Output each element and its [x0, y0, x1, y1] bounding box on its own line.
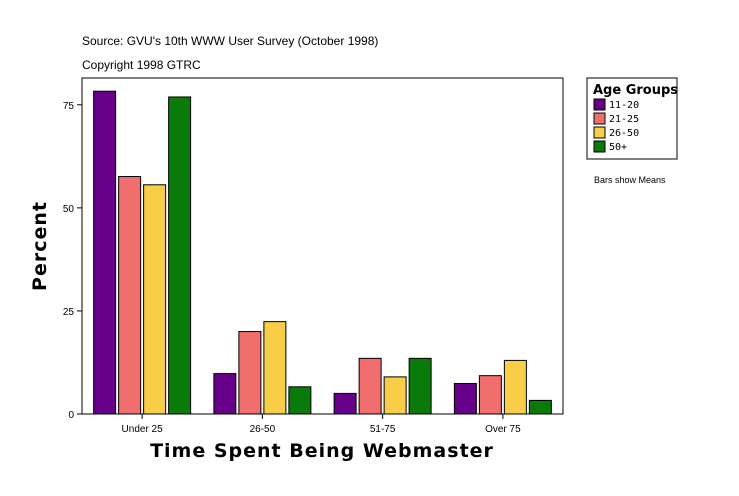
bar-26-50-Over 75: [503, 359, 527, 415]
copyright-text: Copyright 1998 GTRC: [82, 58, 201, 72]
bar-11-20-Over 75: [453, 382, 477, 415]
x-tick-label: 26-50: [250, 424, 276, 435]
bar-21-25-Under 25: [118, 176, 142, 415]
y-axis-title: Percent: [29, 201, 51, 291]
bar-21-25-51-75: [358, 357, 382, 415]
x-axis: Under 25 26-50 51-75 Over 75: [122, 414, 521, 435]
legend-label: 26-50: [609, 128, 639, 139]
bar-50+-Under 25: [168, 96, 192, 415]
bar-21-25-26-50: [238, 331, 262, 415]
source-text: Source: GVU's 10th WWW User Survey (Octo…: [82, 34, 378, 48]
bars-group: [93, 90, 552, 415]
plot-frame: [81, 77, 564, 415]
y-tick-label: 75: [63, 101, 75, 112]
legend-label: 50+: [609, 142, 627, 153]
bar-11-20-Under 25: [93, 90, 117, 415]
legend-items: 11-20 21-25 26-50 50+: [593, 98, 639, 153]
legend-title: Age Groups: [593, 83, 678, 98]
legend-label: 11-20: [609, 100, 639, 111]
legend-swatch: [593, 98, 606, 111]
bar-11-20-51-75: [333, 392, 357, 415]
legend-swatch: [593, 126, 606, 139]
bar-26-50-51-75: [383, 376, 407, 415]
x-tick-label: Under 25: [122, 424, 164, 435]
x-tick-label: Over 75: [485, 424, 521, 435]
legend-label: 21-25: [609, 114, 639, 125]
bar-50+-Over 75: [528, 399, 552, 415]
bars-note: Bars show Means: [594, 175, 666, 185]
y-tick-label: 25: [63, 307, 75, 318]
x-axis-title: Time Spent Being Webmaster: [150, 440, 494, 462]
bar-26-50-26-50: [263, 321, 287, 415]
bar-11-20-26-50: [213, 373, 237, 415]
bar-50+-51-75: [408, 357, 432, 415]
legend: Age Groups 11-20 21-25 26-50 50+: [586, 77, 678, 160]
bar-26-50-Under 25: [143, 184, 167, 415]
legend-swatch: [593, 112, 606, 125]
y-tick-label: 50: [63, 204, 75, 215]
y-tick-label: 0: [68, 410, 74, 421]
bar-21-25-Over 75: [478, 375, 502, 415]
bar-50+-26-50: [288, 386, 312, 415]
legend-swatch: [593, 140, 606, 153]
x-tick-label: 51-75: [370, 424, 396, 435]
y-axis: 0 25 50 75: [63, 101, 82, 421]
